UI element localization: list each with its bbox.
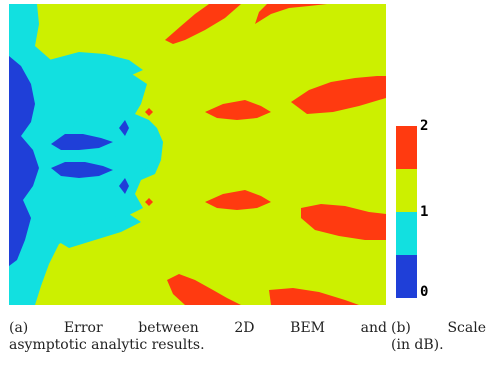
contour-red-dot-upper xyxy=(145,108,153,116)
contour-red-top-right xyxy=(255,4,327,24)
colorbar-tick-label: 2 xyxy=(420,118,429,134)
caption-b: (b) Scale (in dB). xyxy=(391,320,495,354)
contour-red-lower-eye xyxy=(205,190,271,210)
caption-word: (a) xyxy=(9,320,29,336)
contour-blue-fleck-upper xyxy=(119,120,129,136)
contour-red-lower-right xyxy=(301,204,386,240)
caption-word: (b) xyxy=(391,320,411,336)
colorbar-band-0-5 xyxy=(396,255,417,298)
contour-cyan-lobe xyxy=(67,110,163,180)
caption-word: between xyxy=(138,320,199,336)
colorbar-band-1 xyxy=(396,212,417,255)
colorbar-band-2 xyxy=(396,126,417,169)
contour-blue-fleck-lower xyxy=(119,178,129,194)
error-contour-map xyxy=(9,4,386,305)
contour-red-bottom-left xyxy=(167,274,241,305)
colorbar-tick-label: 1 xyxy=(420,204,429,220)
caption-word: Error xyxy=(63,320,103,336)
contour-cyan-lower-tongue xyxy=(49,214,141,248)
contour-red-upper-eye xyxy=(205,100,271,120)
colorbar xyxy=(396,126,417,298)
contour-red-dot-lower xyxy=(145,198,153,206)
caption-b-line-1: (b) Scale xyxy=(391,320,486,337)
contour-blue-upper-spot xyxy=(51,134,113,150)
caption-word: and xyxy=(360,320,387,336)
caption-a-line-2: asymptotic analytic results. xyxy=(9,337,205,353)
contour-red-top-left xyxy=(165,4,241,44)
caption-a-line-1: (a) Error between 2D BEM and xyxy=(9,320,387,337)
colorbar-band-1-5 xyxy=(396,169,417,212)
contour-red-bottom-right xyxy=(269,288,359,305)
contour-blue-left-region xyxy=(9,56,39,266)
contour-cyan-upper-tongue xyxy=(49,52,143,78)
contour-blue-lower-spot xyxy=(51,162,113,178)
colorbar-tick-label: 0 xyxy=(420,284,429,300)
contour-red-upper-right xyxy=(291,76,386,114)
caption-word: Scale xyxy=(447,320,486,336)
caption-word: 2D xyxy=(234,320,255,336)
caption-a: (a) Error between 2D BEM and asymptotic … xyxy=(9,320,387,354)
caption-word: BEM xyxy=(290,320,326,336)
caption-b-line-2: (in dB). xyxy=(391,337,444,353)
